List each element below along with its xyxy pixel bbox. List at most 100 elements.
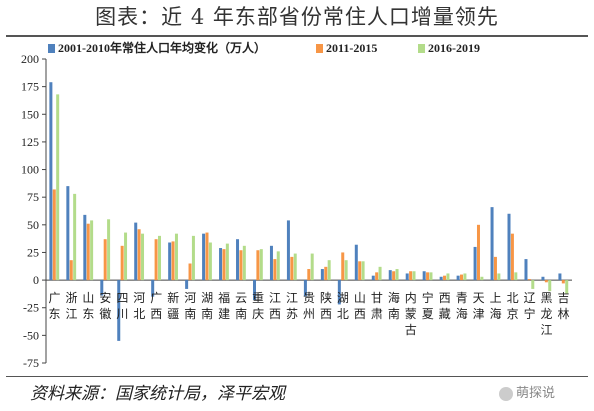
bar-s1-19 (371, 275, 375, 281)
bar-s3-0 (56, 94, 60, 281)
bar-s2-9 (205, 232, 209, 281)
bar-s1-1 (66, 186, 70, 281)
bar-s2-27 (510, 233, 514, 281)
category-label: 贵 (303, 291, 315, 305)
y-tick-label: -50 (23, 328, 39, 342)
category-label: 徽 (99, 306, 111, 321)
category-label: 南 (388, 306, 400, 321)
category-label: 北 (337, 307, 349, 321)
y-tick-label: 125 (21, 135, 39, 149)
category-label: 甘 (371, 291, 383, 305)
bar-s2-2 (86, 223, 90, 281)
bar-s3-27 (514, 272, 518, 281)
bar-s1-28 (524, 259, 528, 281)
bar-s1-16 (320, 269, 324, 281)
category-label: 辽 (524, 291, 536, 305)
watermark-text: 萌探说 (516, 386, 556, 401)
bar-s3-19 (378, 266, 382, 281)
bar-s1-6 (151, 280, 155, 297)
category-label: 天 (473, 291, 485, 305)
y-tick-label: 200 (21, 52, 39, 66)
bar-s2-19 (375, 272, 379, 281)
bar-s3-24 (463, 273, 467, 281)
bar-s2-24 (460, 274, 464, 281)
bar-s3-22 (429, 272, 433, 281)
bar-s1-24 (456, 275, 460, 281)
bar-s2-12 (256, 250, 260, 281)
category-label: 西 (439, 291, 451, 305)
category-label: 四 (116, 291, 128, 305)
legend: 2001-2010年常住人口年均变化（万人） 2011-2015 2016-20… (48, 40, 480, 55)
bar-s2-15 (307, 269, 311, 281)
source-divider (6, 376, 588, 377)
axes: -75 -50 -25 0 25 50 75 100 125 150 175 200 (21, 52, 572, 370)
category-label: 安 (99, 290, 111, 305)
category-label: 建 (218, 307, 230, 321)
category-label: 肃 (371, 307, 383, 321)
category-label: 江 (286, 291, 298, 305)
legend-swatch-s2 (316, 44, 323, 53)
category-label: 河 (133, 291, 145, 305)
bar-s2-25 (476, 224, 480, 281)
bar-s3-28 (531, 280, 535, 289)
category-label: 林 (558, 307, 570, 321)
bar-s1-30 (558, 273, 562, 281)
bar-s1-25 (473, 246, 477, 281)
y-tick-label: 25 (27, 245, 39, 259)
bar-s2-1 (69, 260, 73, 281)
source-note: 资料来源：国家统计局，泽平宏观 (30, 384, 285, 404)
category-label: 上 (490, 291, 502, 305)
bar-s3-8 (191, 235, 195, 281)
category-label: 西 (150, 307, 162, 321)
bar-s2-23 (443, 275, 447, 281)
bars (49, 82, 569, 341)
bar-s2-21 (409, 271, 413, 281)
category-label: 苏 (286, 307, 298, 321)
bar-s1-21 (405, 273, 409, 281)
bar-s3-2 (90, 220, 94, 281)
legend-swatch-s1 (48, 44, 55, 53)
bar-s1-20 (388, 270, 392, 281)
bar-s1-26 (490, 207, 494, 281)
bar-s2-18 (358, 261, 362, 281)
bar-s3-18 (361, 261, 365, 281)
bar-s2-6 (154, 239, 158, 281)
category-labels: 广东浙江山东安徽四川河北广西新疆河南湖南福建云南重庆江西江苏贵州陕西湖北山西甘肃… (48, 290, 569, 337)
bar-s3-16 (327, 260, 331, 281)
category-label: 重 (252, 291, 264, 305)
bar-s3-14 (293, 253, 297, 281)
category-label: 龙 (541, 307, 553, 321)
category-label: 海 (388, 290, 400, 305)
y-tick-label: 75 (27, 190, 39, 204)
category-label: 山 (82, 291, 94, 305)
category-label: 黑 (541, 291, 553, 305)
category-label: 广 (150, 291, 162, 305)
bar-s3-3 (107, 219, 111, 281)
bar-s1-11 (236, 239, 240, 281)
y-tick-label: 100 (21, 163, 39, 177)
bar-s2-4 (120, 245, 124, 281)
category-label: 海 (490, 306, 502, 321)
category-label: 青 (456, 291, 468, 305)
legend-label-s1: 2001-2010年常住人口年均变化（万人） (58, 40, 266, 55)
bar-s1-8 (185, 280, 189, 289)
watermark-icon (499, 386, 513, 401)
bar-s1-12 (253, 280, 256, 300)
category-label: 州 (303, 307, 315, 321)
bar-s1-13 (269, 245, 273, 281)
legend-label-s3: 2016-2019 (428, 41, 480, 55)
bar-s2-0 (52, 189, 56, 281)
y-tick-label: -75 (23, 356, 39, 370)
bar-s3-7 (174, 233, 178, 281)
category-label: 新 (167, 290, 179, 305)
bar-s2-30 (561, 280, 565, 284)
category-label: 南 (184, 306, 196, 321)
category-label: 藏 (439, 307, 451, 321)
bar-s1-14 (286, 220, 290, 281)
bar-s3-26 (497, 273, 501, 281)
bar-s1-27 (507, 213, 511, 281)
bar-s2-5 (137, 229, 141, 281)
category-label: 西 (269, 307, 281, 321)
category-label: 湖 (337, 290, 349, 305)
bar-s1-10 (219, 248, 223, 281)
